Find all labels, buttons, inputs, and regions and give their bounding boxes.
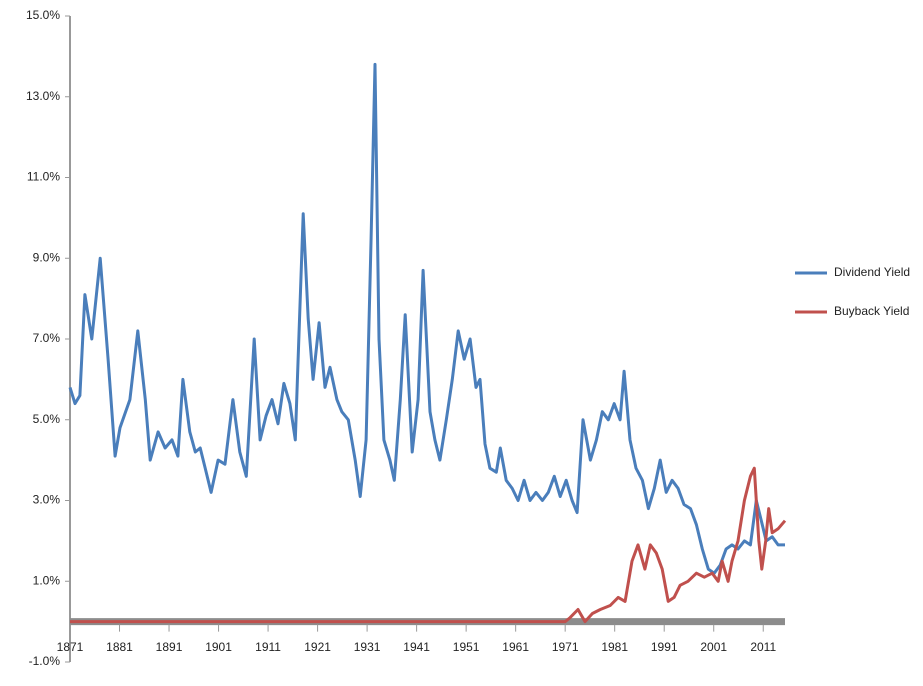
y-tick-label: -1.0% <box>29 654 61 668</box>
x-tick-label: 1891 <box>156 640 183 654</box>
x-tick-label: 1951 <box>453 640 480 654</box>
x-tick-label: 1941 <box>403 640 430 654</box>
x-tick-label: 1901 <box>205 640 232 654</box>
y-tick-label: 1.0% <box>33 573 61 587</box>
y-tick-label: 7.0% <box>33 331 61 345</box>
x-tick-label: 1931 <box>354 640 381 654</box>
x-tick-label: 1981 <box>601 640 628 654</box>
y-tick-label: 9.0% <box>33 250 61 264</box>
x-tick-label: 1971 <box>552 640 579 654</box>
y-tick-label: 5.0% <box>33 412 61 426</box>
x-tick-label: 2011 <box>750 640 776 654</box>
y-tick-label: 11.0% <box>27 170 60 184</box>
x-tick-label: 1961 <box>502 640 529 654</box>
series-line <box>68 62 785 575</box>
x-tick-label: 2001 <box>700 640 727 654</box>
x-tick-label: 1991 <box>651 640 678 654</box>
legend-label: Buyback Yield <box>834 304 909 318</box>
series-line <box>70 466 787 624</box>
y-tick-label: 15.0% <box>26 8 60 22</box>
x-tick-label: 1911 <box>255 640 281 654</box>
y-tick-label: 3.0% <box>33 493 61 507</box>
x-tick-label: 1881 <box>106 640 133 654</box>
y-tick-label: 13.0% <box>26 89 60 103</box>
legend-label: Dividend Yield <box>834 265 910 279</box>
x-tick-label: 1871 <box>57 640 84 654</box>
x-tick-label: 1921 <box>304 640 331 654</box>
